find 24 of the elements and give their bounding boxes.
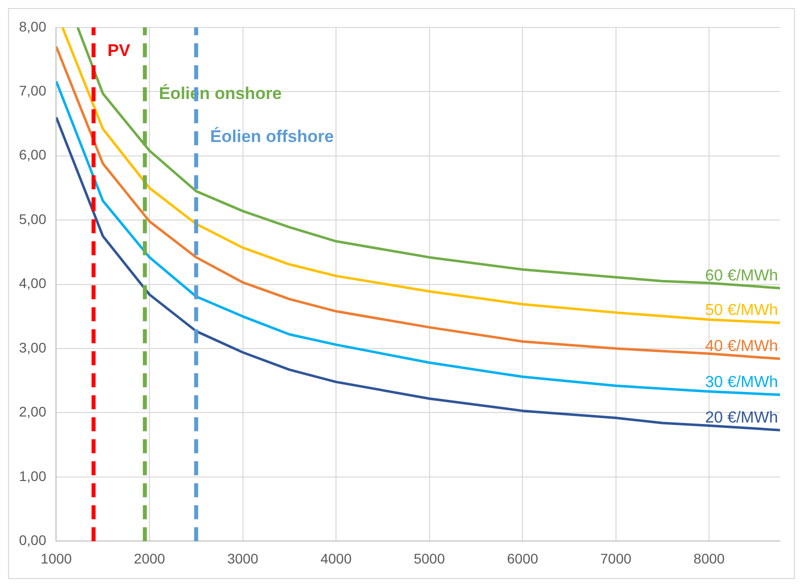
x-tick-label: 7000 — [600, 550, 632, 566]
x-tick-label: 4000 — [320, 550, 352, 566]
x-tick-label: 8000 — [694, 550, 725, 566]
y-tick-label: 0,00 — [19, 532, 46, 548]
x-tick-label: 2000 — [134, 550, 166, 566]
y-tick-label: 5,00 — [19, 210, 46, 227]
ref-line-label: PV — [108, 41, 131, 60]
y-tick-label: 2,00 — [19, 404, 46, 420]
y-tick-label: 7,00 — [19, 82, 46, 98]
ref-line-label: Éolien offshore — [210, 126, 334, 146]
x-tick-label: 3000 — [227, 550, 259, 566]
x-tick-label: 6000 — [507, 550, 538, 566]
series-label: 50 €/MWh — [705, 302, 778, 320]
y-tick-label: 6,00 — [19, 146, 46, 163]
y-tick-label: 8,00 — [19, 18, 46, 34]
y-tick-label: 3,00 — [19, 339, 46, 356]
series-label: 20 €/MWh — [705, 409, 778, 426]
y-tick-label: 4,00 — [19, 275, 46, 292]
series-label: 40 €/MWh — [705, 338, 778, 356]
series-label: 30 €/MWh — [705, 374, 778, 392]
series-label: 60 €/MWh — [705, 268, 778, 285]
x-tick-label: 5000 — [414, 550, 446, 566]
y-tick-label: 1,00 — [19, 468, 46, 484]
x-tick-label: 1000 — [40, 550, 72, 566]
